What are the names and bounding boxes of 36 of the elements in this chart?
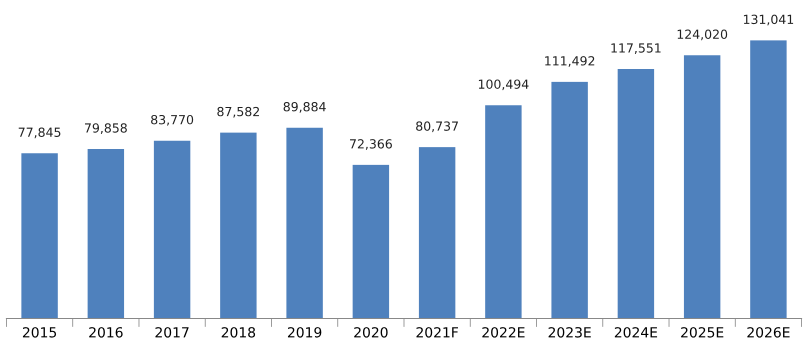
data-label: 72,366 [350, 139, 392, 150]
bar [220, 132, 257, 318]
x-tick-label: 2016 [89, 327, 123, 338]
x-tick-label: 2021F [416, 327, 458, 338]
data-label: 124,020 [678, 30, 728, 40]
bar [750, 40, 787, 318]
data-label: 83,770 [151, 114, 194, 126]
data-label: 131,041 [744, 14, 794, 26]
x-tick-label: 2019 [288, 327, 322, 338]
x-tick-label: 2023E [548, 327, 591, 338]
bar [418, 147, 456, 318]
bar [21, 153, 58, 318]
data-label: 77,845 [18, 128, 60, 138]
x-tick-label: 2024E [614, 327, 658, 338]
x-tick-label: 2026E [747, 327, 790, 338]
bar [286, 128, 323, 318]
bar [684, 55, 720, 318]
data-label: 80,737 [416, 121, 458, 132]
x-tick-label: 2022E [482, 327, 525, 338]
bar [485, 105, 522, 318]
data-label: 79,858 [85, 123, 127, 134]
bar [618, 69, 654, 318]
data-label: 100,494 [478, 79, 529, 90]
x-tick-label: 2018 [222, 327, 256, 338]
data-label: 117,551 [611, 43, 661, 54]
data-label: 89,884 [284, 102, 326, 113]
data-label: 87,582 [217, 106, 259, 118]
x-tick-label: 2025E [681, 327, 724, 338]
bar [154, 140, 190, 318]
data-label: 111,492 [545, 56, 594, 67]
x-tick-label: 2020 [354, 327, 388, 338]
bar [352, 164, 390, 318]
bar [88, 149, 124, 318]
x-tick-label: 2015 [22, 327, 56, 338]
x-tick-label: 2017 [155, 327, 189, 338]
bar [551, 82, 588, 318]
